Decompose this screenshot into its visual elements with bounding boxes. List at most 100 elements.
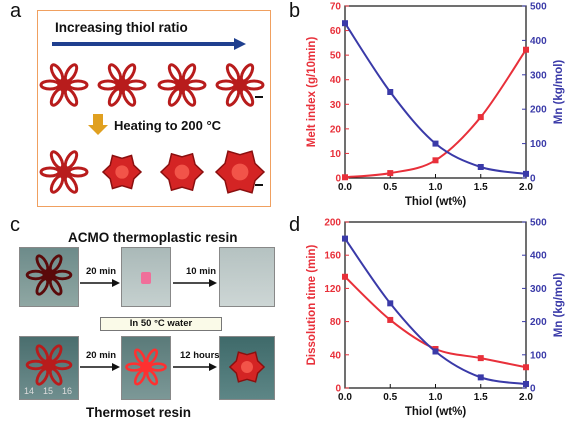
series-0-point — [342, 273, 348, 280]
y-right-tick-label: 100 — [530, 350, 547, 361]
panel-letter-a: a — [10, 0, 22, 22]
series-0-point — [477, 355, 484, 362]
y-right-tick-label: 200 — [530, 105, 547, 116]
star-center — [43, 269, 55, 281]
star-arm — [67, 79, 89, 91]
y-left-tick-label: 40 — [330, 350, 342, 361]
series-0-point — [432, 157, 439, 164]
arrow-bottom-2 — [173, 363, 217, 371]
star-center — [43, 359, 55, 371]
series-0-point — [523, 364, 529, 371]
star-arm — [97, 79, 119, 91]
y-left-tick-label: 0 — [335, 174, 341, 185]
x-tick-label: 0.5 — [383, 182, 397, 193]
y-right-tick-label: 500 — [530, 218, 547, 229]
arrow-top-1 — [80, 279, 120, 287]
y-right-axis-label: Mn (kg/mol) — [553, 60, 565, 125]
x-axis-label: Thiol (wt%) — [405, 196, 466, 208]
series-1-point — [387, 89, 394, 95]
y-right-tick-label: 200 — [530, 317, 547, 328]
x-tick-label: 1.5 — [474, 392, 488, 403]
y-right-tick-label: 300 — [530, 284, 547, 295]
water-condition: In 50 °C water — [100, 317, 222, 331]
photo-thermoplastic-0 — [19, 247, 79, 307]
photo-thermoset-2 — [219, 336, 275, 400]
y-left-tick-label: 40 — [330, 75, 342, 86]
x-tick-label: 1.5 — [474, 182, 488, 193]
star-center — [234, 79, 246, 91]
series-0-point — [523, 46, 529, 53]
series-1-point — [523, 381, 529, 388]
scale-bar-bottom — [255, 184, 263, 186]
y-right-tick-label: 100 — [530, 139, 547, 150]
y-left-axis-label: Melt index (g/10min) — [306, 37, 318, 148]
x-tick-label: 0.5 — [383, 392, 397, 403]
series-0-point — [342, 174, 348, 181]
star-sample-heated — [39, 150, 89, 194]
star-center — [140, 361, 152, 373]
x-tick-label: 2.0 — [519, 182, 533, 193]
thermoset-title: Thermoset resin — [86, 405, 192, 420]
star-arm — [52, 269, 73, 281]
star-arm — [39, 79, 61, 91]
heating-arrow — [88, 114, 108, 135]
star-arm — [125, 79, 147, 91]
series-1-point — [387, 300, 394, 307]
panel-a-title: Increasing thiol ratio — [55, 20, 188, 35]
series-1-point — [342, 20, 348, 27]
photo-thermoplastic-2 — [219, 247, 275, 307]
star-sample — [157, 63, 207, 107]
series-1-point — [477, 374, 484, 381]
star-center — [116, 79, 128, 91]
y-left-tick-label: 200 — [324, 218, 341, 229]
x-tick-label: 0.0 — [338, 182, 352, 193]
x-tick-label: 1.0 — [429, 182, 443, 193]
series-0-point — [387, 170, 394, 177]
y-right-tick-label: 0 — [530, 384, 536, 395]
arrow-label-top-1: 20 min — [86, 266, 117, 277]
star-samples-before — [39, 63, 265, 107]
ruler-mark: 14 — [24, 386, 35, 396]
series-0-point — [477, 114, 484, 121]
y-left-tick-label: 70 — [330, 2, 342, 13]
arrow-top-2 — [173, 279, 217, 287]
sample-highlight — [231, 163, 249, 181]
y-left-tick-label: 30 — [330, 100, 342, 111]
star-samples-after — [39, 150, 266, 194]
y-left-tick-label: 10 — [330, 149, 342, 160]
y-right-tick-label: 400 — [530, 251, 547, 262]
photo-thermoset-0 — [19, 336, 79, 400]
star-arm — [39, 166, 61, 178]
sample-highlight — [115, 165, 129, 179]
star-sample — [215, 63, 265, 107]
series-1-point — [477, 163, 484, 170]
photo-thermoset-1 — [121, 336, 171, 400]
arrow-label-bottom-2: 12 hours — [180, 350, 220, 361]
x-tick-label: 1.0 — [429, 392, 443, 403]
star-arm — [215, 79, 237, 91]
sample-highlight — [241, 361, 253, 373]
y-left-axis-label: Dissolution time (min) — [306, 244, 318, 365]
x-tick-label: 2.0 — [519, 392, 533, 403]
thermoplastic-title: ACMO thermoplastic resin — [68, 230, 238, 245]
heating-label: Heating to 200 °C — [114, 118, 222, 133]
star-center — [58, 79, 70, 91]
y-left-tick-label: 20 — [330, 124, 342, 135]
series-1-point — [432, 348, 439, 355]
star-arm — [243, 79, 265, 91]
y-right-tick-label: 0 — [530, 174, 536, 185]
scale-bar-top — [255, 96, 263, 98]
y-left-tick-label: 80 — [330, 317, 342, 328]
star-arm — [25, 269, 46, 281]
star-arm — [185, 79, 207, 91]
x-tick-label: 0.0 — [338, 392, 352, 403]
ruler-mark: 16 — [62, 386, 73, 396]
y-left-tick-label: 160 — [324, 251, 341, 262]
chart-b: 0.0 0.5 1.0 1.5 2.00102030405060700100200300… — [306, 2, 565, 209]
star-sample-heated — [159, 152, 205, 192]
sample-highlight — [174, 164, 190, 180]
star-arm — [125, 362, 144, 372]
star-sample — [97, 63, 147, 107]
series-1-point — [523, 170, 529, 177]
